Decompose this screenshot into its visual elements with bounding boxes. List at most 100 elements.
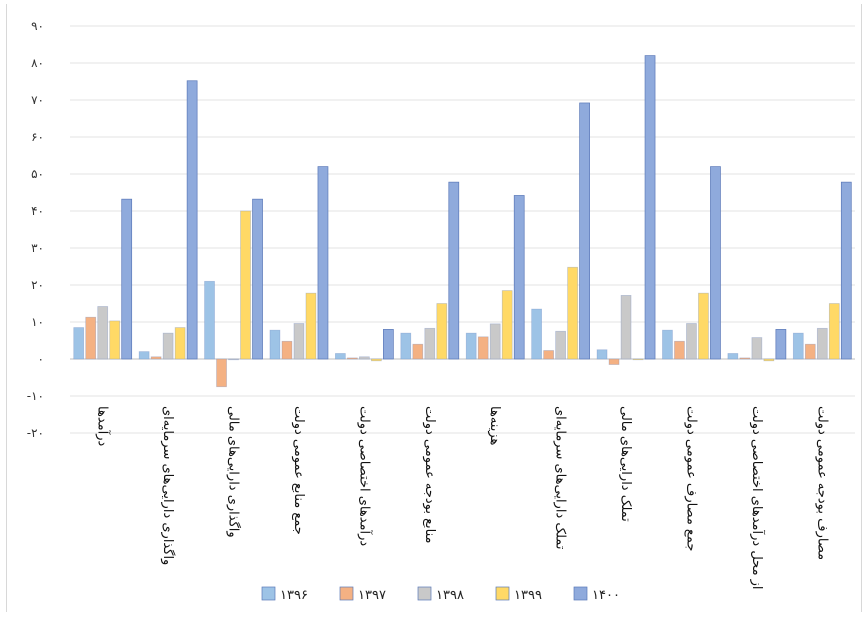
bar [400,332,412,360]
bar [281,340,293,360]
bar [686,323,697,360]
bar [840,181,852,360]
y-tick-label: ۶۰ [31,130,44,144]
bars [73,55,852,388]
bar [816,327,828,360]
y-tick-label: -۱۰ [27,389,44,403]
bar [240,210,251,360]
bar [531,308,542,360]
y-tick-label: ۳۰ [31,241,44,255]
bar [335,353,346,360]
category-label: تملک دارایی‌های مالی [618,406,633,522]
bar [186,80,198,360]
y-tick-label: ۷۰ [31,93,44,107]
y-tick-label: ۴۰ [31,204,44,218]
bar [204,280,215,360]
y-axis-ticks: -۲۰ -۱۰ ۰ ۱۰ ۲۰ ۳۰ ۴۰ ۵۰ ۶۰ ۷۰ ۸۰ ۹۰ [27,19,44,440]
bar [543,350,554,360]
category-label: هزینه‌ها [487,406,502,446]
bar [121,198,133,360]
bar [567,266,578,360]
bar [763,358,775,362]
category-label: از محل درآمدهای اختصاصی دولت [749,406,766,590]
category-label: درآمدهای اختصاصی دولت [356,406,373,546]
y-tick-label: ۲۰ [31,278,44,292]
y-tick-label: ۱۰ [31,315,44,329]
bar [775,329,787,360]
bar [383,329,394,360]
legend-label: ۱۳۹۶ [280,588,308,603]
bar [412,343,424,360]
legend-swatch [417,586,432,601]
bar [162,332,174,360]
legend-label: ۱۴۰۰ [592,588,620,603]
bar [555,330,566,360]
gridlines [70,25,855,434]
category-label: واگذاری دارایی‌های مالی [226,406,242,538]
legend-swatch [261,586,276,601]
bar [252,198,263,360]
bar [150,356,162,360]
bar [501,290,513,360]
bar [436,303,448,360]
bar [698,292,709,360]
bar [317,166,329,360]
bar [596,349,608,360]
bar [620,295,632,360]
bar [97,306,109,360]
bar [579,102,590,360]
legend-swatch [573,586,588,601]
bar [662,329,673,360]
category-label: مصارف بودجه عمومی دولت [814,406,829,560]
bar [109,320,121,360]
bar [608,358,620,365]
bar [371,358,382,362]
category-label: منابع بودجه عمومی دولت [422,406,437,544]
legend-label: ۱۳۹۹ [514,588,542,603]
bar [751,337,763,360]
bar [138,351,150,360]
legend-swatch [495,586,510,601]
bar [477,336,489,360]
category-label: جمع مصارف عمومی دولت [683,406,698,551]
bar [448,181,460,360]
y-tick-label: ۹۰ [31,19,44,33]
bar [216,358,227,388]
bar [293,323,305,360]
category-label: واگذاری دارایی‌های سرمایه‌ای [160,406,176,565]
bar [359,356,370,360]
bar [465,332,477,360]
bar [632,358,644,361]
bar [269,329,281,360]
y-tick-label: ۰ [38,352,44,366]
category-label: تملک دارایی‌های سرمایه‌ای [553,406,568,550]
bar [513,195,525,360]
bar [73,327,85,360]
legend-label: ۱۳۹۸ [436,588,464,603]
bar [710,166,721,360]
y-tick-label: ۵۰ [31,167,44,181]
category-labels: درآمدها واگذاری دارایی‌های سرمایه‌ای واگذا… [95,406,830,590]
bar [792,332,804,360]
category-label: جمع منابع عمومی دولت [291,406,306,535]
bar [739,357,751,360]
legend-swatch [339,586,354,601]
bar [228,358,239,361]
y-tick-label: ۸۰ [31,56,44,70]
bar [489,323,501,360]
bar [305,292,317,360]
bar [804,343,816,360]
bar [347,357,358,360]
bar [828,303,840,360]
category-label: درآمدها [95,406,112,446]
bar [424,327,436,360]
y-tick-label: -۲۰ [27,426,44,440]
legend: ۱۳۹۶ ۱۳۹۷ ۱۳۹۸ ۱۳۹۹ ۱۴۰۰ [261,586,620,603]
bar [644,55,656,360]
bar [174,327,186,360]
bar [85,316,97,360]
bar [727,353,739,360]
legend-label: ۱۳۹۷ [358,588,386,603]
bar [674,340,685,360]
